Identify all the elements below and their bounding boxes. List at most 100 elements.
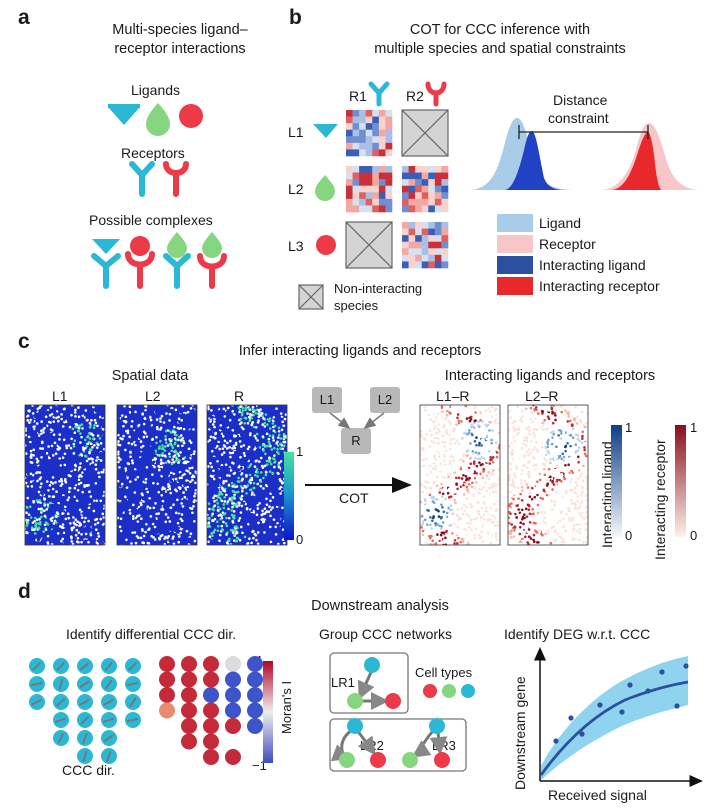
interaction-dot — [477, 451, 481, 455]
spatial-dot — [169, 494, 173, 498]
heatmap-cell — [415, 205, 423, 213]
interaction-dot — [567, 463, 570, 466]
interaction-dot — [547, 409, 551, 412]
interaction-dot — [529, 431, 533, 435]
interaction-dot — [513, 486, 517, 489]
spatial-dot — [208, 494, 212, 498]
interaction-dot — [542, 428, 546, 432]
spatial-dot — [119, 529, 123, 533]
interaction-dot — [490, 493, 493, 497]
interaction-dot — [432, 413, 436, 416]
spatial-dot — [180, 534, 184, 537]
spatial-dot — [120, 501, 123, 504]
interaction-dot — [571, 451, 575, 455]
interaction-dot — [567, 432, 571, 435]
spatial-dot — [69, 522, 72, 525]
spatial-dot — [151, 522, 155, 526]
spatial-dot — [275, 415, 278, 419]
interaction-dot — [537, 412, 540, 415]
interaction-dot — [467, 491, 471, 495]
spatial-dot — [25, 479, 28, 483]
heatmap-cell — [346, 136, 353, 144]
interaction-dot — [554, 538, 558, 541]
spatial-dot — [152, 478, 156, 482]
interaction-dot — [420, 514, 424, 518]
heatmap-cell — [402, 241, 409, 249]
interaction-dot — [538, 532, 541, 536]
interaction-dot — [453, 490, 457, 494]
interaction-dot — [468, 500, 471, 503]
spatial-dot — [213, 528, 217, 532]
spatial-dot — [179, 451, 182, 454]
spatial-dot — [96, 492, 99, 495]
spatial-dot — [163, 524, 167, 527]
interaction-dot — [584, 541, 588, 544]
interaction-dot — [473, 446, 477, 449]
heatmap-cell — [415, 254, 423, 262]
interaction-dot — [445, 425, 449, 429]
interaction-dot — [428, 490, 431, 494]
interaction-dot — [549, 457, 552, 461]
spatial-dot — [243, 508, 247, 512]
spatial-dot — [49, 432, 53, 436]
spatial-dot — [223, 415, 227, 418]
spatial-dot — [194, 489, 197, 492]
spatial-dot — [173, 437, 177, 440]
interaction-dot — [530, 512, 534, 516]
spatial-dot — [38, 409, 41, 412]
spatial-dot — [45, 507, 49, 511]
interaction-dot — [552, 483, 556, 486]
spatial-dot — [268, 494, 271, 497]
spatial-dot — [220, 453, 224, 456]
spatial-dot — [35, 475, 39, 479]
spatial-dot — [248, 473, 252, 477]
heatmap-cell — [441, 198, 449, 206]
interaction-dot — [474, 457, 477, 460]
interaction-dot — [462, 525, 466, 529]
spatial-dot — [117, 456, 121, 459]
heatmap-cell — [359, 149, 367, 157]
interaction-dot — [441, 521, 445, 524]
interaction-dot — [466, 433, 469, 436]
interaction-dot — [509, 451, 513, 455]
heatmap-cell — [434, 241, 442, 249]
heatmap-cell — [402, 222, 409, 229]
spatial-dot — [135, 535, 139, 538]
interaction-dot — [490, 483, 493, 486]
deg-point — [627, 682, 633, 688]
spatial-dot — [259, 542, 262, 545]
interaction-dot — [465, 487, 469, 491]
spatial-dot — [40, 420, 43, 423]
spatial-dot — [146, 490, 150, 494]
interaction-dot — [422, 464, 425, 468]
spatial-dot — [120, 542, 123, 545]
spatial-dot — [52, 433, 56, 436]
interaction-dot — [437, 509, 440, 513]
spatial-dot — [222, 503, 226, 506]
interaction-dot — [472, 462, 476, 465]
spatial-dot — [130, 425, 133, 428]
interaction-dot — [481, 462, 484, 466]
interaction-dot — [567, 414, 571, 418]
interaction-dot — [470, 485, 474, 489]
spatial-dot — [219, 473, 222, 477]
spatial-dot — [170, 474, 173, 477]
spatial-map-r — [207, 405, 287, 545]
spatial-dot — [120, 510, 124, 513]
interaction-dot — [432, 542, 436, 545]
interaction-dot — [450, 533, 453, 537]
interaction-dot — [551, 457, 555, 461]
spatial-dot — [229, 451, 232, 455]
spatial-dot — [187, 462, 190, 466]
spatial-dot — [26, 419, 29, 422]
spatial-dot — [154, 469, 157, 473]
interaction-dot — [472, 467, 475, 470]
spatial-dot — [232, 516, 236, 520]
spatial-dot — [267, 483, 270, 486]
interaction-dot — [540, 426, 543, 430]
interaction-dot — [445, 416, 448, 419]
interaction-dot — [516, 456, 519, 460]
complex-circle-red-icon — [125, 236, 155, 289]
interaction-dot — [474, 451, 478, 454]
spatial-dot — [48, 495, 51, 498]
